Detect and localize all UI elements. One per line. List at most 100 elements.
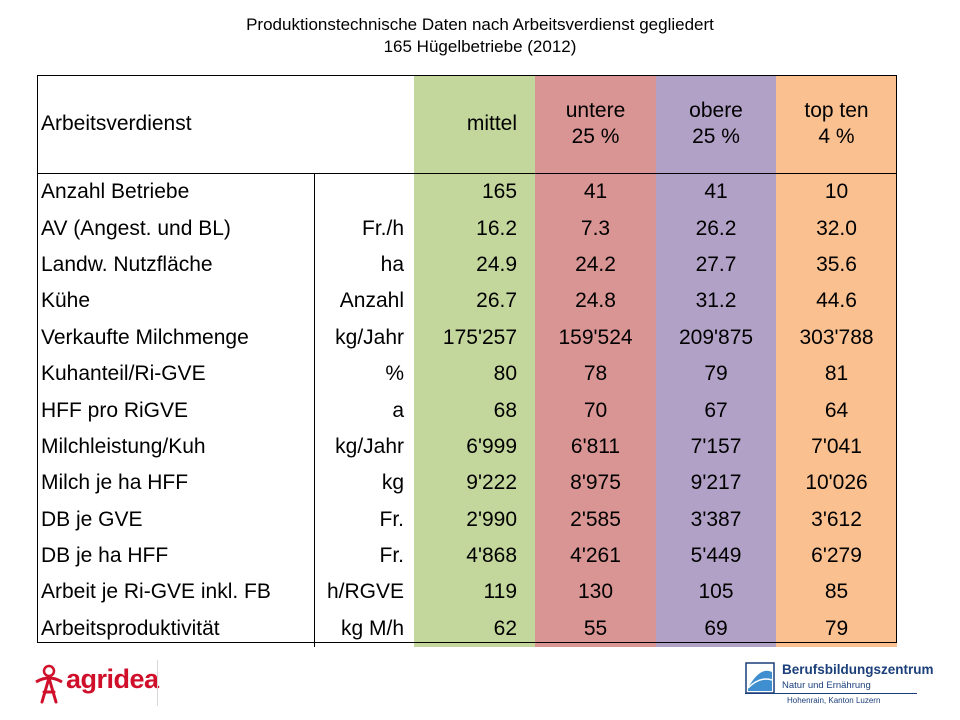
- cell-obere: 67: [656, 392, 777, 429]
- cell-obere: 79: [656, 355, 777, 393]
- cell-top: 32.0: [776, 210, 898, 247]
- table-row: AV (Angest. und BL) Fr./h 16.2 7.3 26.2 32.0: [37, 210, 898, 247]
- header-untere-line-1: untere: [565, 99, 626, 122]
- row-unit: h/RGVE: [313, 574, 415, 611]
- header-untere: untere 25 %: [535, 75, 657, 174]
- cell-untere: 24.8: [535, 283, 657, 320]
- cell-obere: 26.2: [656, 210, 777, 247]
- table-row: Arbeit je Ri-GVE inkl. FB h/RGVE 119 130 105…: [37, 574, 898, 611]
- cell-top: 6'279: [776, 537, 898, 575]
- bbz-logo: Berufsbildungszentrum Natur und Ernährun…: [745, 660, 934, 710]
- cell-top: 64: [776, 392, 898, 429]
- cell-mittel: 24.9: [414, 246, 536, 284]
- row-label: Arbeitsproduktivität: [41, 616, 220, 640]
- header-obere: obere 25 %: [656, 75, 777, 174]
- row-unit: kg/Jahr: [313, 319, 415, 356]
- cell-mittel: 62: [414, 610, 536, 648]
- cell-mittel: 80: [414, 355, 536, 393]
- header-obere-line-2: 25 %: [692, 125, 740, 148]
- table-row: DB je ha HFF Fr. 4'868 4'261 5'449 6'279: [37, 537, 898, 575]
- cell-untere: 55: [535, 610, 657, 648]
- cell-mittel: 16.2: [414, 210, 536, 247]
- agridea-logo: agridea: [30, 662, 160, 706]
- cell-top: 81: [776, 355, 898, 393]
- row-label: HFF pro RiGVE: [41, 398, 189, 422]
- cell-mittel: 2'990: [414, 501, 536, 538]
- cell-top: 303'788: [776, 319, 898, 356]
- cell-top: 10: [776, 173, 898, 211]
- table-row: Verkaufte Milchmenge kg/Jahr 175'257 159'52…: [37, 319, 898, 356]
- page-title: Produktionstechnische Daten nach Arbeits…: [0, 14, 960, 58]
- cell-top: 79: [776, 610, 898, 648]
- bbz-name: Berufsbildungszentrum: [782, 662, 934, 677]
- cell-mittel: 6'999: [414, 428, 536, 466]
- cell-untere: 8'975: [535, 465, 657, 502]
- row-unit: Anzahl: [313, 283, 415, 320]
- cell-mittel: 9'222: [414, 465, 536, 502]
- row-unit: kg M/h: [313, 610, 415, 648]
- cell-untere: 4'261: [535, 537, 657, 575]
- title-line-1: Produktionstechnische Daten nach Arbeits…: [246, 15, 714, 34]
- cell-obere: 31.2: [656, 283, 777, 320]
- cell-untere: 7.3: [535, 210, 657, 247]
- cell-top: 10'026: [776, 465, 898, 502]
- cell-obere: 27.7: [656, 246, 777, 284]
- table-row: Kühe Anzahl 26.7 24.8 31.2 44.6: [37, 283, 898, 320]
- cell-mittel: 26.7: [414, 283, 536, 320]
- bbz-underline: [745, 693, 917, 694]
- header-untere-line-2: 25 %: [571, 125, 620, 148]
- cell-top: 44.6: [776, 283, 898, 320]
- row-unit: ha: [313, 246, 415, 284]
- cell-obere: 69: [656, 610, 777, 648]
- cell-top: 7'041: [776, 428, 898, 466]
- cell-untere: 6'811: [535, 428, 657, 466]
- table-row: Landw. Nutzfläche ha 24.9 24.2 27.7 35.6: [37, 246, 898, 284]
- row-unit: Fr.: [313, 537, 415, 575]
- row-label: Milchleistung/Kuh: [41, 434, 206, 458]
- cell-obere: 5'449: [656, 537, 777, 575]
- row-unit: Fr.: [313, 501, 415, 538]
- header-top-ten: top ten 4 %: [776, 75, 898, 174]
- table-row: Anzahl Betriebe 165 41 41 10: [37, 173, 898, 211]
- header-label: Arbeitsverdienst: [37, 75, 415, 174]
- footer-divider: [157, 660, 158, 706]
- row-unit: Fr./h: [313, 210, 415, 247]
- table-row: Kuhanteil/Ri-GVE% 80 78 79 81: [37, 355, 898, 393]
- row-unit: kg: [313, 465, 415, 502]
- cell-top: 3'612: [776, 501, 898, 538]
- row-label: Milch je ha HFF: [41, 471, 189, 495]
- header-mittel: mittel: [414, 75, 536, 174]
- row-label: DB je GVE: [41, 507, 143, 531]
- table-row: HFF pro RiGVE a 68 70 67 64: [37, 392, 898, 429]
- cell-obere: 209'875: [656, 319, 777, 356]
- title-line-2: 165 Hügelbetriebe (2012): [383, 37, 577, 56]
- row-label: Kuhanteil/Ri-GVE: [41, 362, 206, 386]
- data-table: Arbeitsverdienst mittel untere 25 % ober…: [37, 75, 898, 648]
- agridea-logo-text: agridea: [66, 664, 159, 694]
- cell-mittel: 165: [414, 173, 536, 211]
- cell-mittel: 4'868: [414, 537, 536, 575]
- row-label: Verkaufte Milchmenge: [41, 325, 249, 349]
- cell-obere: 9'217: [656, 465, 777, 502]
- cell-mittel: 175'257: [414, 319, 536, 356]
- row-label: AV (Angest. und BL): [41, 216, 231, 240]
- table-row: Arbeitsproduktivität kg M/h 62 55 69 79: [37, 610, 898, 648]
- cell-obere: 105: [656, 574, 777, 611]
- table-row: Milch je ha HFF kg 9'222 8'975 9'217 10'026: [37, 465, 898, 502]
- cell-untere: 78: [535, 355, 657, 393]
- bbz-mark-icon: [745, 662, 775, 694]
- row-label: Landw. Nutzfläche: [41, 252, 213, 276]
- row-label: DB je ha HFF: [41, 544, 169, 568]
- row-label: Arbeit je Ri-GVE inkl. FB: [41, 580, 271, 604]
- cell-mittel: 119: [414, 574, 536, 611]
- header-top-line-1: top ten: [804, 99, 869, 122]
- table-row: DB je GVE Fr. 2'990 2'585 3'387 3'612: [37, 501, 898, 538]
- cell-untere: 159'524: [535, 319, 657, 356]
- cell-untere: 24.2: [535, 246, 657, 284]
- row-label: Anzahl Betriebe: [41, 180, 190, 204]
- bbz-location: Hohenrain, Kanton Luzern: [787, 696, 881, 705]
- cell-mittel: 68: [414, 392, 536, 429]
- row-label: Kühe: [41, 289, 91, 313]
- cell-untere: 130: [535, 574, 657, 611]
- cell-obere: 41: [656, 173, 777, 211]
